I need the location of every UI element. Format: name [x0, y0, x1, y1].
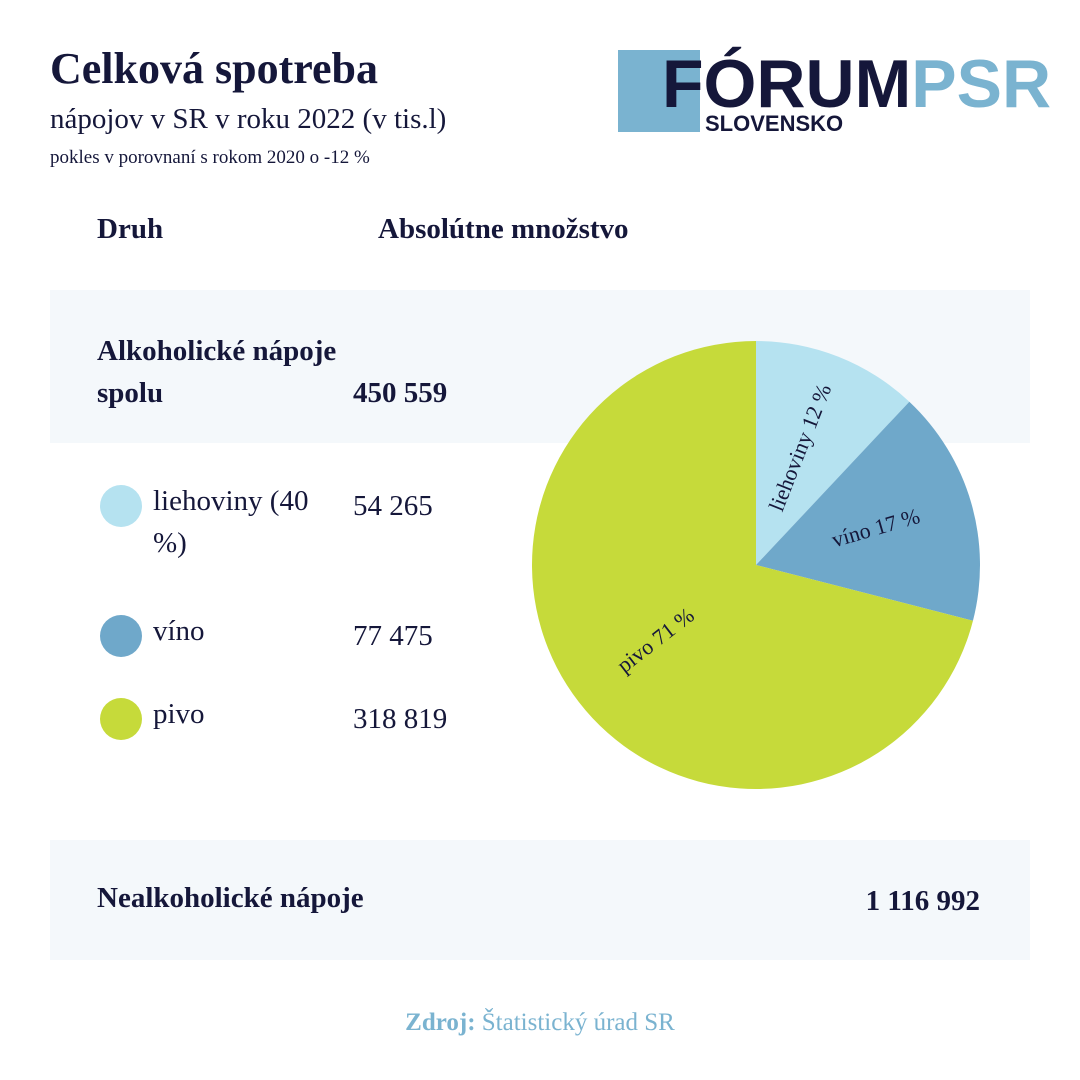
- pie-slice: [756, 341, 910, 565]
- logo-sub: SLOVENSKO: [705, 111, 843, 136]
- note: pokles v porovnaní s rokom 2020 o -12 %: [50, 147, 370, 168]
- source-label: Zdroj:: [405, 1009, 475, 1036]
- logo-accent: PSR: [911, 46, 1051, 122]
- nonalcoholic-band: [50, 840, 1030, 960]
- row-value: 77 475: [353, 620, 433, 652]
- column-header: Druh: [97, 213, 163, 245]
- row-label: liehoviny (40 %): [153, 485, 309, 559]
- row-label-box: víno: [153, 615, 205, 647]
- logo-box: [618, 50, 700, 132]
- row-label-box: pivo: [153, 698, 205, 730]
- nonalcoholic-label: Nealkoholické nápoje: [97, 882, 364, 914]
- total-label-box: Alkoholické nápoje spolu: [97, 335, 337, 409]
- legend-dot: [100, 485, 142, 527]
- total-value: 450 559: [353, 377, 447, 409]
- logo-main: FÓRUM: [662, 46, 911, 122]
- row-label-box: liehoviny (40 %): [153, 485, 309, 559]
- row-label: víno: [153, 615, 205, 647]
- row-value: 54 265: [353, 490, 433, 522]
- row-value: 318 819: [353, 703, 447, 735]
- logo: FÓRUMPSR: [662, 46, 1051, 122]
- total-label: Alkoholické nápoje spolu: [97, 335, 337, 409]
- legend-dot: [100, 615, 142, 657]
- source-text: Štatistický úrad SR: [482, 1007, 675, 1036]
- pie-chart: liehoviny 12 %víno 17 %pivo 71 %: [532, 341, 981, 789]
- subtitle: nápojov v SR v roku 2022 (v tis.l): [50, 103, 446, 135]
- row-label: pivo: [153, 698, 205, 730]
- title: Celková spotreba: [50, 44, 378, 93]
- pie-slice: [756, 401, 981, 621]
- nonalcoholic-value: 1 116 992: [866, 885, 980, 917]
- source: Zdroj: Štatistický úrad SR: [405, 1007, 675, 1036]
- pie-slice: [532, 341, 973, 789]
- column-header: Absolútne množstvo: [378, 213, 629, 245]
- legend-dot: [100, 698, 142, 740]
